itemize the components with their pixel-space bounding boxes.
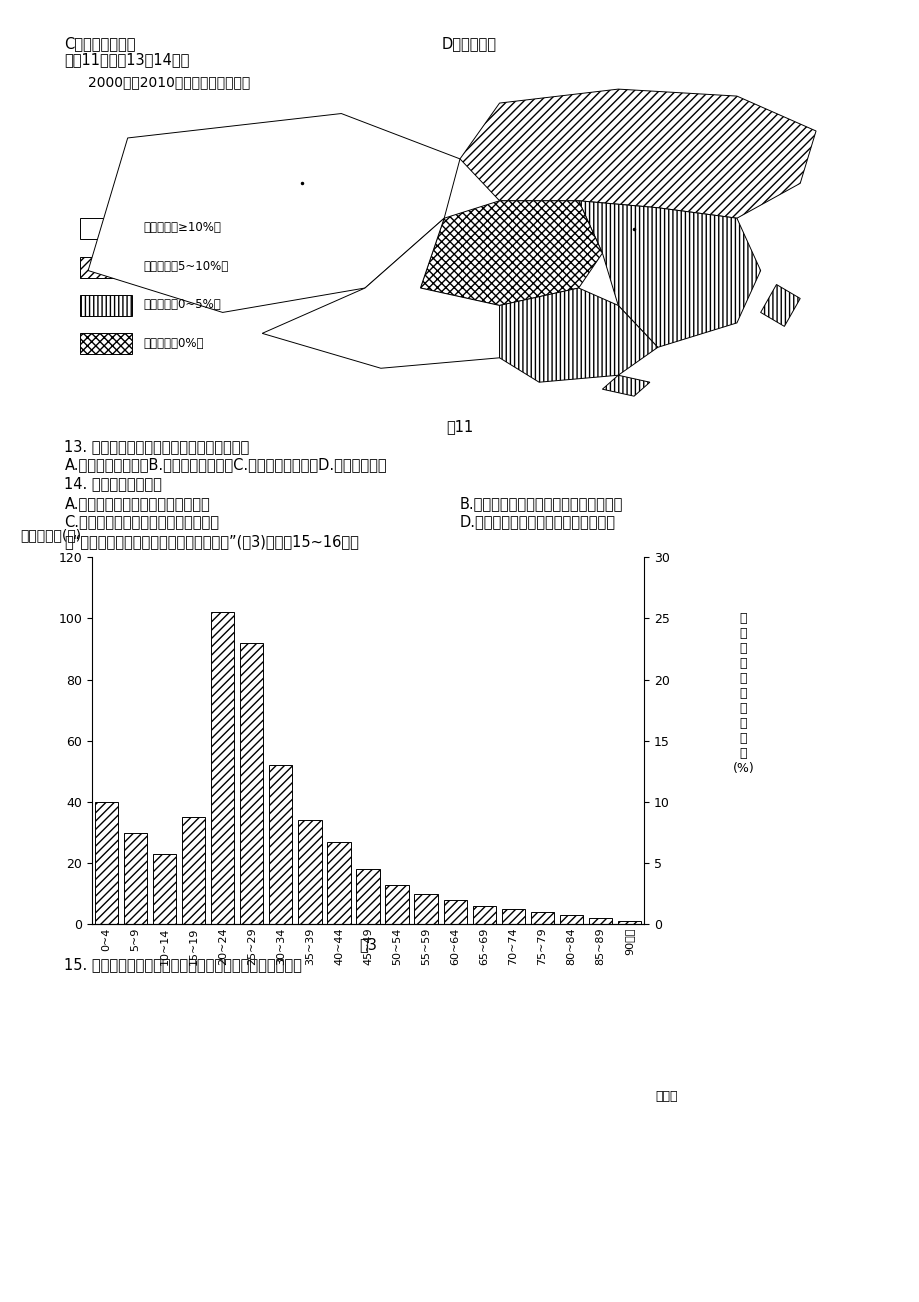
Text: C．促进产业升级: C．促进产业升级	[64, 36, 136, 52]
Polygon shape	[88, 113, 460, 312]
Bar	[618, 922, 641, 924]
Text: 15. 从图中判断，影响该地区人口迁移的主要因素最可能是: 15. 从图中判断，影响该地区人口迁移的主要因素最可能是	[64, 957, 302, 973]
Polygon shape	[499, 288, 657, 383]
Bar	[80, 256, 131, 277]
Text: 读“浙江省某市迁入人口与年龄关系示意图”(图3)，回等15~16题。: 读“浙江省某市迁入人口与年龄关系示意图”(图3)，回等15~16题。	[64, 534, 359, 549]
Bar	[153, 854, 176, 924]
Bar	[182, 818, 205, 924]
Polygon shape	[262, 219, 499, 368]
Text: 13. 我国各省份中，属于人口负增长的省份是: 13. 我国各省份中，属于人口负增长的省份是	[64, 439, 249, 454]
Text: C.　人口低速增长均属于经济落后地区: C. 人口低速增长均属于经济落后地区	[64, 514, 219, 530]
Text: 图3: 图3	[358, 937, 377, 953]
Polygon shape	[460, 89, 815, 219]
Text: D．住房紧张: D．住房紧张	[441, 36, 496, 52]
Text: D.　人口高速增长地区人口的容量很大: D. 人口高速增长地区人口的容量很大	[460, 514, 616, 530]
Bar	[298, 820, 321, 924]
Bar	[80, 296, 131, 316]
Bar	[588, 918, 611, 924]
Bar	[210, 612, 234, 924]
Bar	[530, 913, 553, 924]
Bar	[443, 900, 466, 924]
Text: 高速增长（≥10%）: 高速增长（≥10%）	[143, 221, 221, 234]
Bar	[80, 333, 131, 354]
Bar	[124, 833, 147, 924]
Bar	[385, 884, 408, 924]
Text: 图11: 图11	[446, 419, 473, 435]
Text: 低速增长（0~5%）: 低速增长（0~5%）	[143, 298, 221, 311]
Polygon shape	[602, 375, 649, 396]
Polygon shape	[578, 201, 760, 348]
Text: 人口迁移数(万): 人口迁移数(万)	[20, 529, 81, 543]
Text: 14. 下列叙述正确的是: 14. 下列叙述正确的是	[64, 477, 162, 492]
Bar	[327, 842, 350, 924]
Bar	[240, 643, 263, 924]
Bar	[80, 219, 131, 240]
Bar	[95, 802, 118, 924]
Text: 中速增长（5~10%）: 中速增长（5~10%）	[143, 260, 229, 273]
Bar	[472, 906, 495, 924]
Bar	[414, 894, 437, 924]
Text: A.　川、陕、藏　　B.　台、沪、京　　C.　浙、沪、粤　　D.　甘、鄂、贵: A. 川、陕、藏 B. 台、沪、京 C. 浙、沪、粤 D. 甘、鄂、贵	[64, 457, 387, 473]
Text: 读图11，回答13～14题。: 读图11，回答13～14题。	[64, 52, 189, 68]
Text: A.　人口的负增长可以缓解环境压力: A. 人口的负增长可以缓解环境压力	[64, 496, 210, 512]
Text: B.　人口负增长地区人口自然增长率为负: B. 人口负增长地区人口自然增长率为负	[460, 496, 623, 512]
Text: 不
同
年
龄
段
的
人
口
迁
移
(%): 不 同 年 龄 段 的 人 口 迁 移 (%)	[732, 612, 754, 775]
Bar	[356, 870, 380, 924]
Polygon shape	[420, 201, 602, 306]
Bar	[269, 766, 292, 924]
Text: （岁）: （岁）	[654, 1090, 676, 1103]
Text: 2000年至2010年中国人口增长幅度: 2000年至2010年中国人口增长幅度	[88, 76, 250, 89]
Text: 负增长（＜0%）: 负增长（＜0%）	[143, 337, 204, 350]
Polygon shape	[760, 285, 800, 327]
Bar	[501, 909, 525, 924]
Bar	[559, 915, 583, 924]
